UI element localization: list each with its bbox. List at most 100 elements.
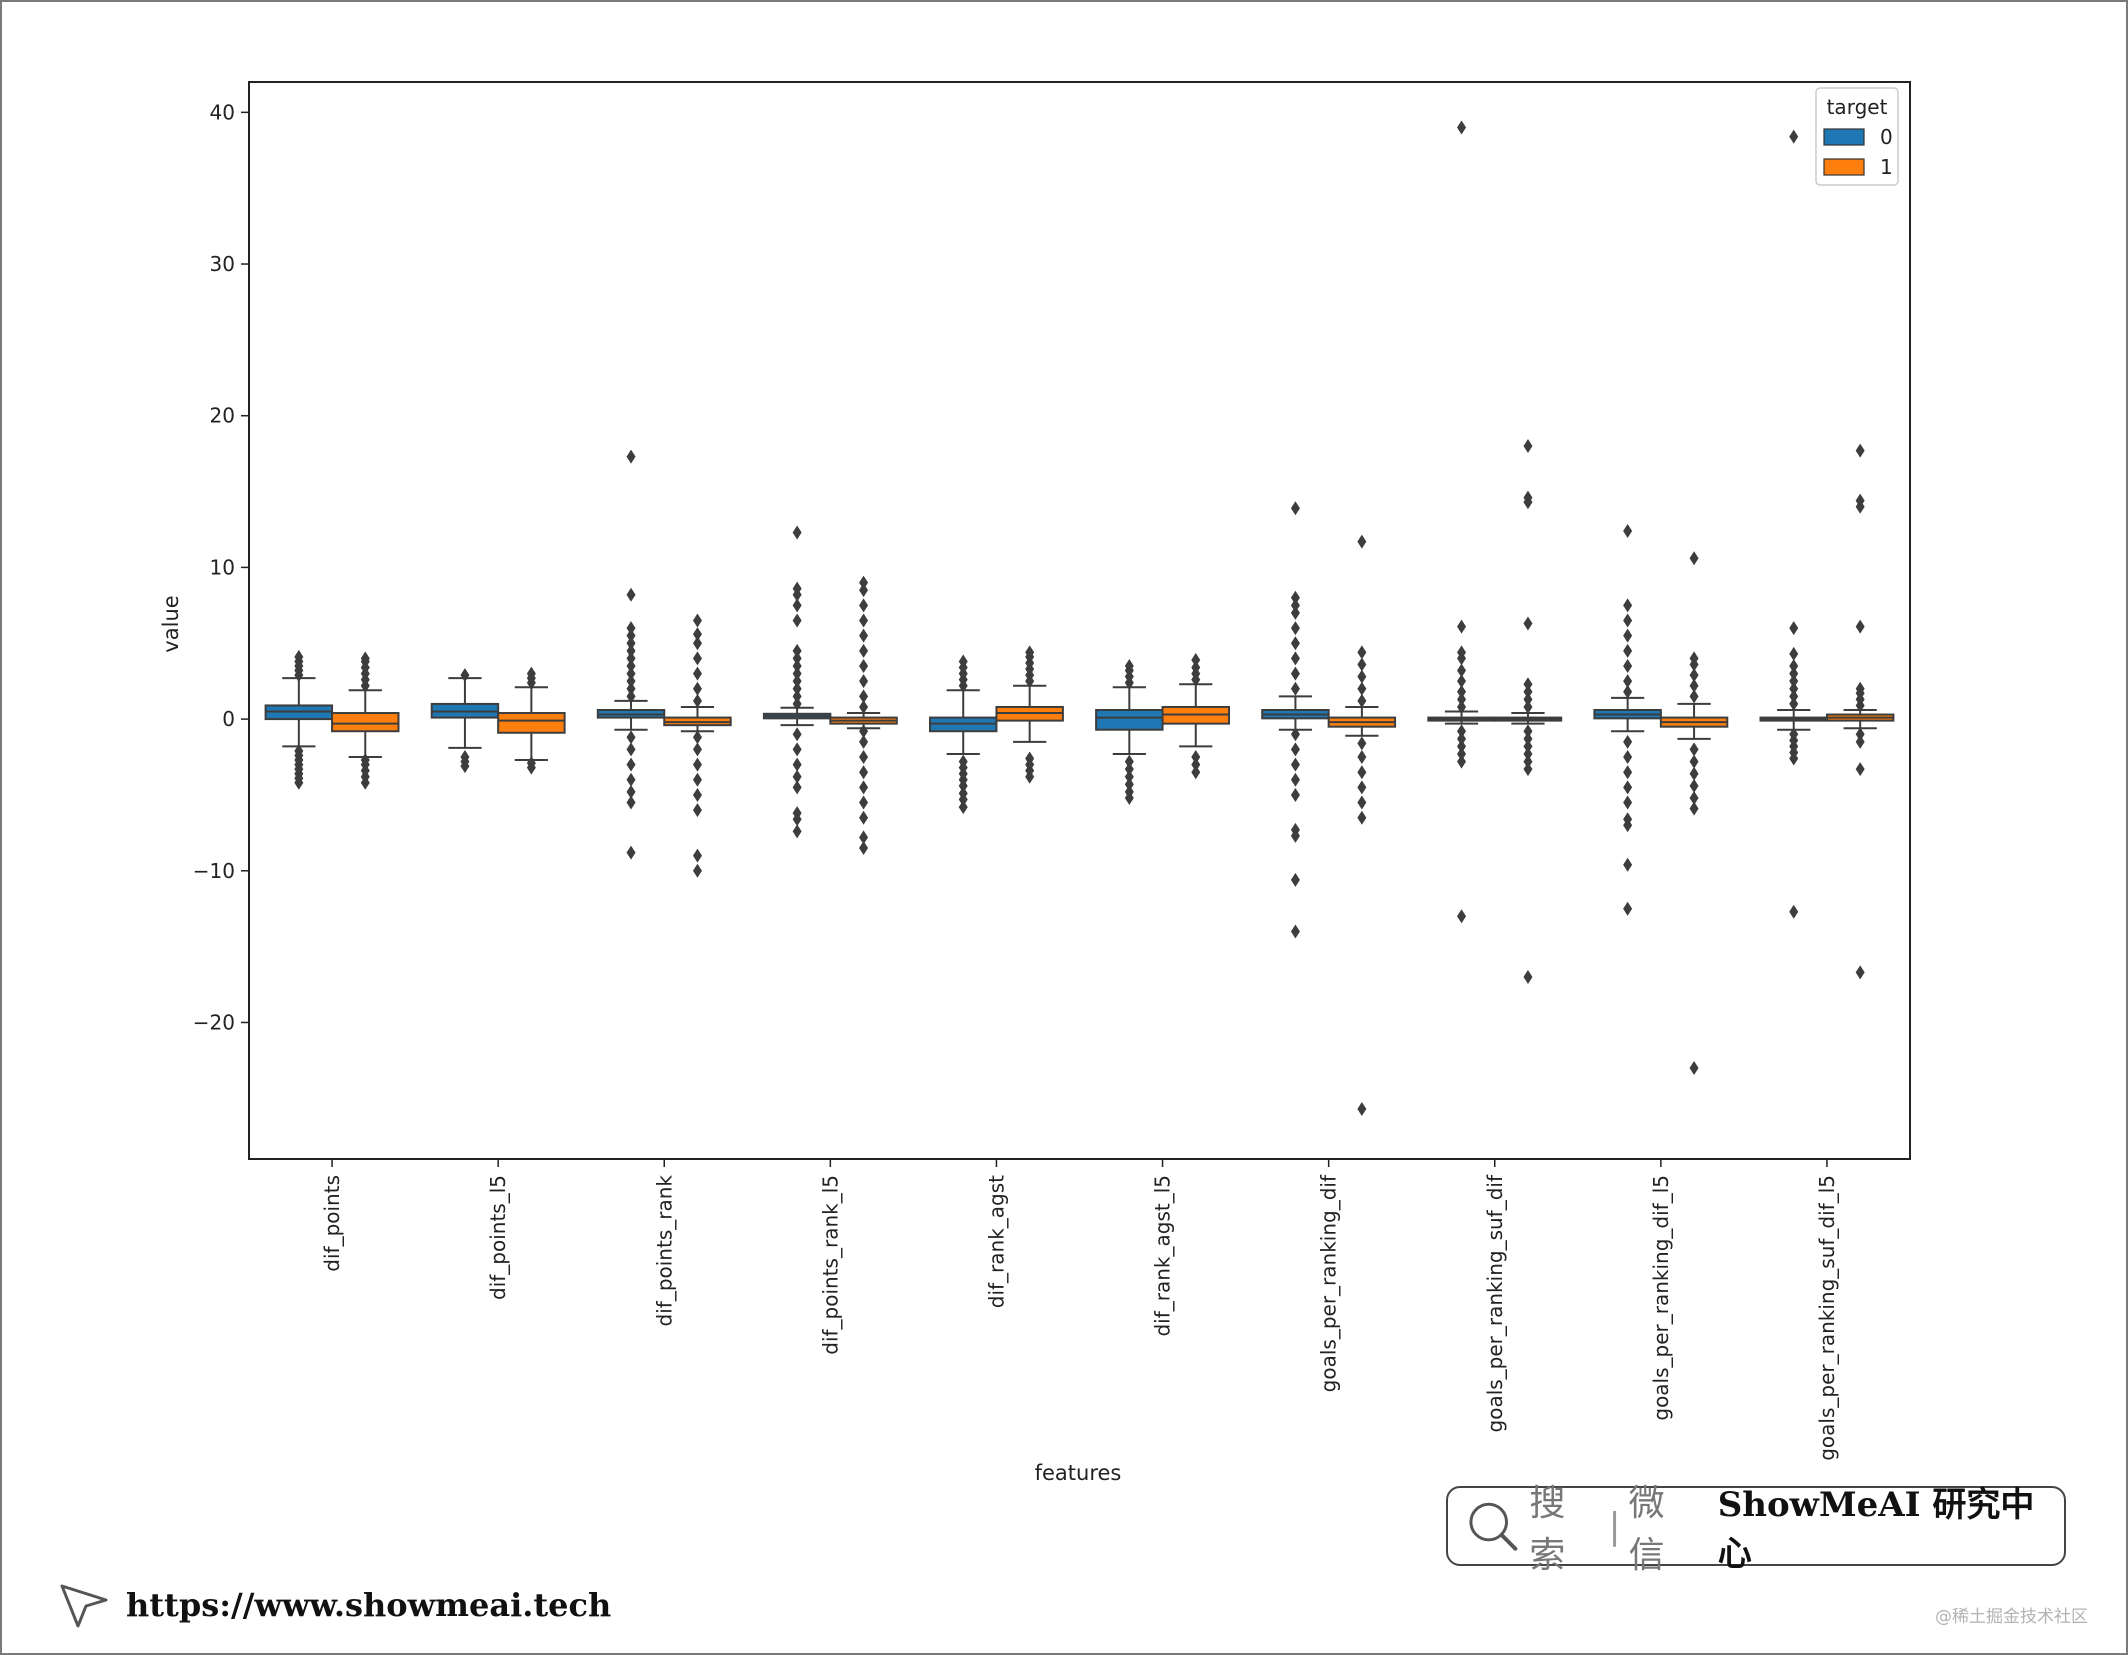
watermark: @稀土掘金技术社区 xyxy=(1935,1607,2088,1627)
outlier-point xyxy=(1290,787,1300,802)
outlier-point xyxy=(626,587,636,602)
outlier-point xyxy=(859,750,869,765)
outlier-point xyxy=(1689,801,1699,816)
outlier-point xyxy=(1357,750,1367,765)
legend-label-1: 1 xyxy=(1880,155,1893,179)
outlier-point xyxy=(1124,762,1134,777)
outlier-point xyxy=(1623,901,1633,916)
x-tick-label: goals_per_ranking_suf_dif xyxy=(1483,1174,1507,1432)
outlier-point xyxy=(692,666,702,681)
outlier-point xyxy=(1290,727,1300,742)
x-tick-label: goals_per_ranking_suf_dif_l5 xyxy=(1815,1175,1839,1461)
box-series-0 xyxy=(1095,708,1164,731)
outlier-point xyxy=(626,621,636,636)
legend-label-0: 0 xyxy=(1880,125,1893,149)
outlier-point xyxy=(1290,822,1300,837)
wechat-label: 微信 xyxy=(1628,1483,1665,1576)
outlier-point xyxy=(1689,754,1699,769)
outlier-point xyxy=(1457,619,1467,634)
outlier-point xyxy=(1191,757,1201,772)
outlier-point xyxy=(626,784,636,799)
y-tick-label: −20 xyxy=(193,1010,235,1034)
y-tick-label: 10 xyxy=(210,555,235,579)
outlier-point xyxy=(294,743,304,758)
y-tick-label: 40 xyxy=(210,100,235,124)
outlier-point xyxy=(1457,699,1467,714)
outlier-point xyxy=(792,727,802,742)
outlier-point xyxy=(1623,780,1633,795)
outlier-point xyxy=(1025,751,1035,766)
outlier-point xyxy=(792,525,802,540)
outlier-point xyxy=(1855,965,1865,980)
outlier-point xyxy=(859,583,869,598)
outlier-point xyxy=(1457,731,1467,746)
outlier-point xyxy=(1357,795,1367,810)
outlier-point xyxy=(1689,766,1699,781)
outlier-point xyxy=(626,666,636,681)
outlier-point xyxy=(958,786,968,801)
cursor-icon xyxy=(60,1584,108,1628)
outlier-point xyxy=(460,668,470,683)
outlier-point xyxy=(958,654,968,669)
outlier-point xyxy=(958,800,968,815)
outlier-point xyxy=(792,674,802,689)
legend-title: target xyxy=(1827,95,1888,119)
outlier-point xyxy=(1457,724,1467,739)
y-tick-label: 30 xyxy=(210,252,235,276)
outlier-point xyxy=(859,674,869,689)
outlier-point xyxy=(1523,677,1533,692)
outlier-point xyxy=(792,824,802,839)
outlier-point xyxy=(792,613,802,628)
outlier-point xyxy=(1623,765,1633,780)
outlier-point xyxy=(626,845,636,860)
outlier-point xyxy=(1623,613,1633,628)
outlier-point xyxy=(1290,636,1300,651)
outlier-point xyxy=(1623,812,1633,827)
outlier-point xyxy=(1689,551,1699,566)
outlier-point xyxy=(1689,778,1699,793)
outlier-point xyxy=(1124,659,1134,674)
outlier-point xyxy=(1623,674,1633,689)
outlier-point xyxy=(859,699,869,714)
footer-url-link[interactable]: https://www.showmeai.tech xyxy=(126,1586,612,1624)
outlier-point xyxy=(792,769,802,784)
y-axis-label: value xyxy=(159,595,183,652)
outlier-point xyxy=(792,689,802,704)
outlier-point xyxy=(626,772,636,787)
footer: https://www.showmeai.tech xyxy=(58,1575,611,1635)
search-label: 搜索 xyxy=(1529,1483,1566,1576)
outlier-point xyxy=(1290,772,1300,787)
y-tick-label: 0 xyxy=(222,707,235,731)
outlier-point xyxy=(1357,534,1367,549)
outlier-point xyxy=(1855,762,1865,777)
x-tick-label: goals_per_ranking_dif xyxy=(1317,1174,1341,1392)
outlier-point xyxy=(1290,598,1300,613)
outlier-point xyxy=(1689,668,1699,683)
outlier-point xyxy=(1855,443,1865,458)
outlier-point xyxy=(1124,769,1134,784)
outlier-point xyxy=(626,643,636,658)
plot-area-frame xyxy=(248,81,1911,1160)
outlier-point xyxy=(1457,754,1467,769)
outlier-point xyxy=(1290,924,1300,939)
outlier-point xyxy=(1290,501,1300,516)
outlier-point xyxy=(1523,684,1533,699)
outlier-point xyxy=(1623,598,1633,613)
outlier-point xyxy=(1290,681,1300,696)
outlier-point xyxy=(1855,734,1865,749)
search-separator: | xyxy=(1608,1505,1621,1547)
y-tick-label: −10 xyxy=(193,859,235,883)
outlier-point xyxy=(859,689,869,704)
outlier-point xyxy=(1357,681,1367,696)
outlier-point xyxy=(1457,692,1467,707)
outlier-point xyxy=(1457,645,1467,660)
outlier-point xyxy=(859,795,869,810)
outlier-point xyxy=(1290,872,1300,887)
outlier-point xyxy=(859,575,869,590)
outlier-point xyxy=(1523,969,1533,984)
outlier-point xyxy=(692,651,702,666)
outlier-point xyxy=(1523,731,1533,746)
outlier-point xyxy=(626,757,636,772)
x-tick-label: dif_rank_agst_l5 xyxy=(1151,1175,1175,1337)
